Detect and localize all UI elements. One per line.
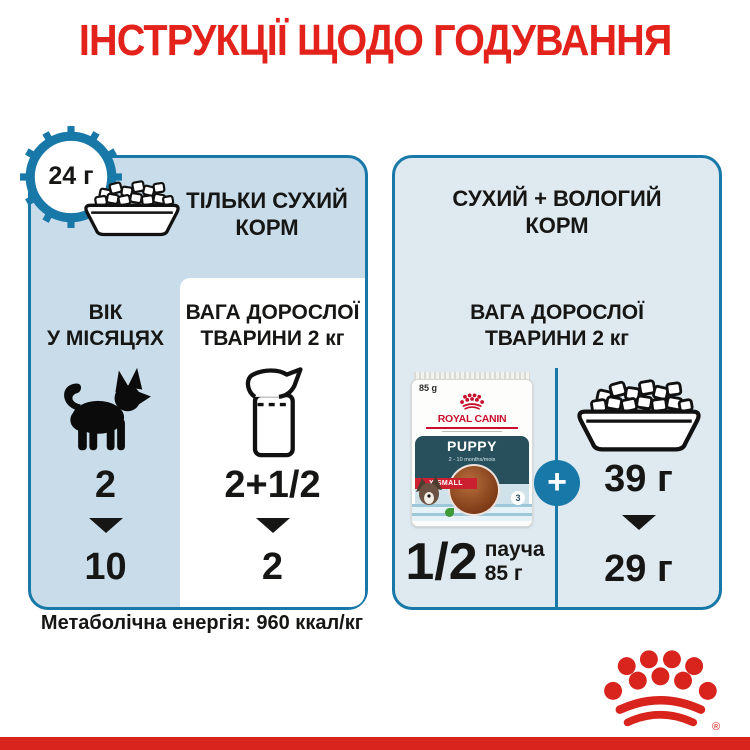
arrow-down-icon: [88, 518, 123, 533]
crown-logo-graphic: ®: [604, 650, 720, 733]
mixed-food-panel: СУХИЙ + ВОЛОГИЙ КОРМ ВАГА ДОРОСЛОЇ ТВАРИ…: [392, 155, 722, 610]
age-header-line2: У МІСЯЦЯХ: [47, 326, 164, 350]
royal-canin-logo: ®: [596, 648, 724, 733]
pouch-food-photo: [448, 464, 500, 516]
pouch-step-badge: 3: [511, 491, 525, 505]
pouch-fine-rule: [442, 431, 502, 432]
dry-amount-to-value: 2: [261, 546, 284, 588]
dry-grams-from-value: 39 г: [604, 458, 673, 500]
age-header-line1: ВІК: [88, 301, 123, 324]
wet-amount-unit: пауча 85 г: [485, 538, 545, 585]
pouch-age-range-label: 2 - 10 months/mois: [448, 457, 496, 463]
arrow-down-icon: [255, 518, 290, 533]
mixed-panel-header: СУХИЙ + ВОЛОГИЙ КОРМ: [452, 186, 662, 238]
svg-text:®: ®: [712, 721, 720, 733]
pouch-weight-label: 85 g: [419, 383, 438, 393]
pouch-line-label: PUPPY: [447, 438, 497, 454]
kibble-bowl-graphic: [84, 180, 180, 237]
metabolic-energy-note: Метаболічна енергія: 960 ккал/кг: [40, 612, 364, 634]
puppy-silhouette-icon: [53, 361, 157, 465]
crown-mini-graphic: [460, 393, 485, 410]
wet-amount-group: 1/2 пауча 85 г: [395, 536, 555, 588]
kibble-bowl-icon: [81, 176, 183, 244]
mixed-weight-header-line2: ТВАРИНИ 2 кг: [484, 326, 630, 350]
puppy-silhouette-graphic: [64, 367, 151, 451]
dry-amount-from-value: 2+1/2: [224, 464, 321, 506]
age-to-value: 10: [84, 546, 127, 588]
dry-grams-to-value: 29 г: [604, 548, 673, 590]
papillon-dog-graphic: [416, 476, 442, 505]
weight-header-line1: ВАГА ДОРОСЛОЇ: [185, 301, 360, 324]
kibble-bowl-graphic: [577, 379, 701, 452]
royal-canin-crown-icon: [454, 393, 490, 412]
wet-food-pouch-image: 85 g ROYAL CANIN PUPPY 2 - 10 m: [411, 372, 533, 527]
age-column-header: ВІК У МІСЯЦЯХ: [31, 300, 180, 351]
wet-amount-value: 1/2: [405, 533, 478, 591]
page-title: ІНСТРУКЦІЇ ЩОДО ГОДУВАННЯ: [0, 16, 750, 66]
dry-food-panel: ТІЛЬКИ СУХИЙ КОРМ ВІК У МІСЯЦЯХ 2 10: [28, 155, 368, 610]
pouch-brand-label: ROYAL CANIN: [437, 413, 507, 425]
wet-unit-line1: пауча: [484, 538, 545, 562]
age-from-value: 2: [94, 464, 117, 506]
pouch-red-rule: [426, 427, 518, 429]
dry-amount-arrow-wrap: [180, 518, 365, 533]
age-arrow-wrap: [31, 518, 180, 533]
page-title-text: ІНСТРУКЦІЇ ЩОДО ГОДУВАННЯ: [78, 16, 672, 65]
clock-label: 24 г: [48, 162, 94, 190]
pouch-body: 85 g ROYAL CANIN PUPPY 2 - 10 m: [411, 379, 533, 527]
pouch-bottom-edge: [412, 521, 532, 526]
wet-unit-line2: 85 г: [484, 562, 523, 585]
papillon-dog-photo: [414, 476, 444, 506]
dry-grams-arrow-wrap: [558, 515, 719, 530]
bottom-red-bar: [0, 737, 750, 750]
dry-panel-header: ТІЛЬКИ СУХИЙ КОРМ: [186, 188, 348, 240]
kibble-bowl-icon: [573, 374, 705, 454]
weight-column-header: ВАГА ДОРОСЛОЇ ТВАРИНИ 2 кг: [180, 300, 365, 351]
mixed-weight-header: ВАГА ДОРОСЛОЇ ТВАРИНИ 2 кг: [457, 300, 657, 351]
weight-header-line2: ТВАРИНИ 2 кг: [200, 326, 345, 350]
leaf-icon: [445, 508, 454, 517]
mixed-weight-header-line1: ВАГА ДОРОСЛОЇ: [470, 301, 644, 324]
plus-icon: +: [534, 460, 580, 506]
arrow-down-icon: [621, 515, 656, 530]
pouch-size-banner: X-SMALL: [415, 478, 477, 489]
measuring-cup-icon: [234, 366, 312, 462]
measuring-cup-graphic: [245, 367, 303, 458]
pouch-crimp-edge: [414, 372, 530, 381]
